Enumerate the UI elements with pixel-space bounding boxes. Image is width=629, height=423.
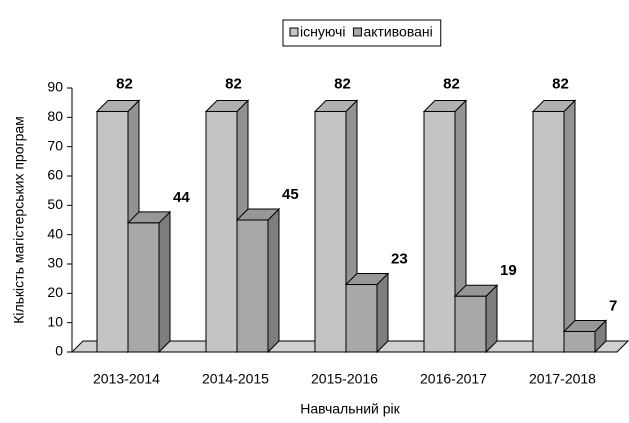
bar xyxy=(205,110,238,353)
bar xyxy=(313,99,359,354)
bar xyxy=(126,210,172,354)
bar-side xyxy=(376,272,389,354)
bar-side xyxy=(158,210,171,354)
y-tick-label: 60 xyxy=(47,167,63,183)
bar xyxy=(345,284,378,353)
y-tick-label: 0 xyxy=(55,343,63,359)
bar xyxy=(453,284,499,354)
bar-side xyxy=(267,207,280,354)
value-label: 44 xyxy=(173,189,190,206)
bar xyxy=(235,207,281,354)
bar xyxy=(562,319,608,354)
x-axis-label: Навчальний рік xyxy=(300,401,400,417)
legend-label: активовані xyxy=(363,24,432,40)
bar-side xyxy=(563,99,576,354)
legend: існуючі активовані xyxy=(282,19,442,47)
bar xyxy=(236,219,269,353)
bar xyxy=(127,222,160,353)
value-label: 45 xyxy=(282,186,299,203)
y-tick-label: 30 xyxy=(47,255,63,271)
legend-label: існуючі xyxy=(300,24,345,40)
bar xyxy=(423,110,456,353)
value-label: 82 xyxy=(116,75,133,92)
x-tick-label: 2017-2018 xyxy=(529,371,596,387)
y-tick-label: 20 xyxy=(47,284,63,300)
value-label: 23 xyxy=(391,251,408,268)
x-tick-label: 2013-2014 xyxy=(93,371,160,387)
x-tick-label: 2016-2017 xyxy=(420,371,487,387)
y-tick-label: 90 xyxy=(47,79,63,95)
legend-swatch xyxy=(352,27,362,37)
y-tick-label: 40 xyxy=(47,225,63,241)
bar xyxy=(532,110,565,353)
value-label: 82 xyxy=(552,75,569,92)
bar xyxy=(96,110,129,353)
value-label: 82 xyxy=(443,75,460,92)
bar xyxy=(531,99,577,354)
y-tick-label: 70 xyxy=(47,137,63,153)
value-label: 82 xyxy=(225,75,242,92)
value-label: 7 xyxy=(609,297,617,314)
value-label: 19 xyxy=(500,262,517,279)
value-label: 82 xyxy=(334,75,351,92)
bar xyxy=(344,272,390,354)
y-axis-label: Кількість магістерських програм xyxy=(11,116,27,324)
legend-swatch xyxy=(289,27,299,37)
x-tick-label: 2014-2015 xyxy=(202,371,269,387)
bar xyxy=(314,110,347,353)
y-tick-label: 50 xyxy=(47,196,63,212)
x-tick-label: 2015-2016 xyxy=(311,371,378,387)
bar xyxy=(563,330,596,353)
y-tick-label: 80 xyxy=(47,108,63,124)
y-tick-label: 10 xyxy=(47,313,63,329)
bar xyxy=(454,295,487,353)
